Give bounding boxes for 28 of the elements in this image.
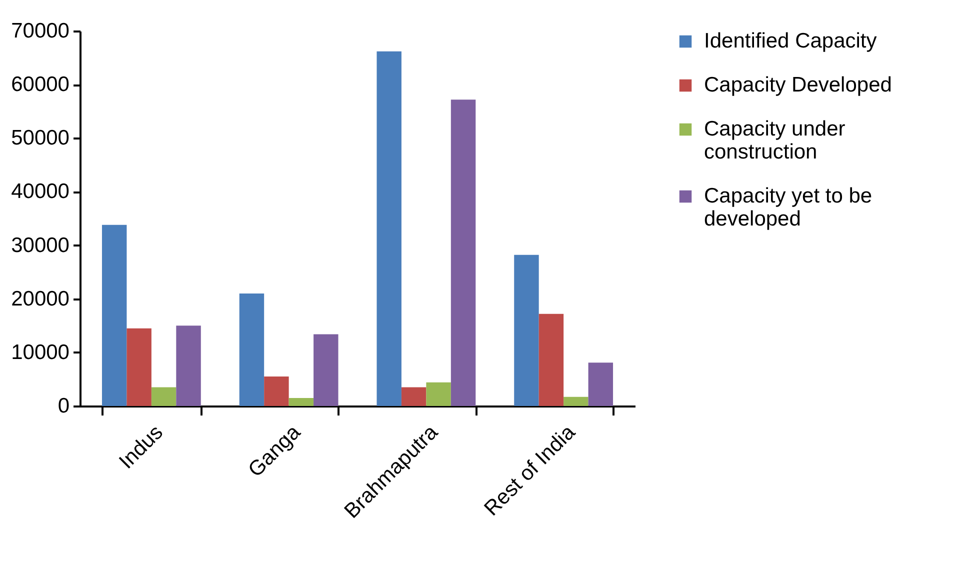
legend-label: Capacity yet to be developed: [704, 184, 872, 230]
y-tick-label: 20000: [11, 287, 70, 310]
bar: [514, 254, 539, 406]
bar: [401, 387, 426, 406]
bar: [239, 294, 264, 406]
bar: [588, 362, 614, 406]
bar: [151, 387, 176, 406]
y-tick-label: 70000: [11, 20, 70, 42]
legend-label: Capacity Developed: [704, 74, 892, 96]
bar: [314, 334, 338, 406]
y-tick-label: 30000: [11, 234, 70, 257]
bar: [176, 326, 201, 406]
bar: [376, 51, 402, 406]
y-tick-label: 40000: [11, 180, 70, 204]
bar: [426, 382, 451, 406]
bar: [102, 224, 127, 406]
y-tick-label: 0: [58, 394, 70, 418]
legend-label: Capacity under construction: [704, 118, 846, 164]
y-tick-label: 60000: [11, 73, 70, 96]
bar: [450, 100, 476, 406]
y-tick-label: 10000: [11, 340, 70, 364]
bar: [564, 396, 588, 406]
legend-label: Identified Capacity: [704, 30, 878, 52]
y-tick-label: 50000: [11, 126, 70, 150]
bar: [264, 376, 289, 406]
bar: [288, 398, 314, 406]
bar: [538, 314, 564, 406]
bar: [126, 328, 152, 406]
